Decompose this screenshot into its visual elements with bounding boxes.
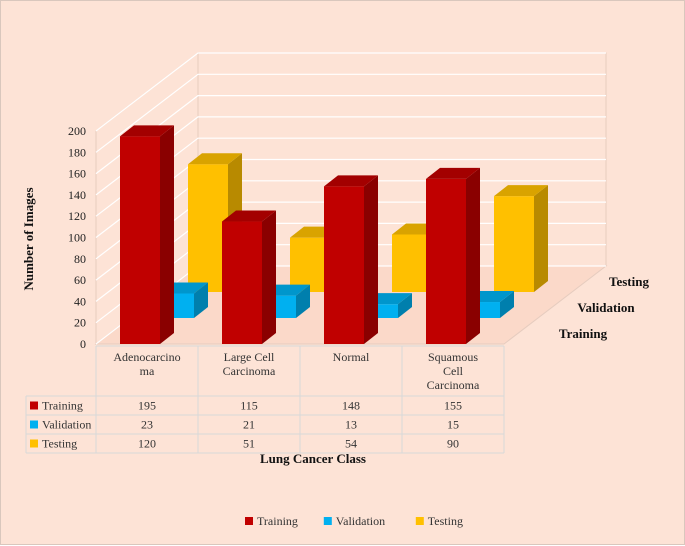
- bar-side: [160, 125, 174, 344]
- depth-label: Testing: [609, 274, 649, 289]
- bar-top: [494, 185, 548, 197]
- depth-label: Training: [559, 326, 608, 341]
- data-label: 115: [240, 399, 258, 413]
- y-tick-label: 140: [68, 188, 86, 202]
- bar-front: [324, 186, 364, 344]
- category-label: Adenocarcino ma: [113, 350, 180, 378]
- data-label: 90: [447, 437, 459, 451]
- bar-front: [222, 221, 262, 344]
- data-label: 148: [342, 399, 360, 413]
- legend-label: Validation: [336, 514, 385, 528]
- bar-top: [426, 167, 480, 179]
- bar-front: [392, 234, 432, 292]
- bar-side: [194, 282, 208, 318]
- series-label: Testing: [42, 437, 77, 451]
- data-label: 155: [444, 399, 462, 413]
- gridline: [95, 73, 606, 153]
- depth-label: Validation: [577, 300, 635, 315]
- data-label: 13: [345, 418, 357, 432]
- y-tick-label: 180: [68, 145, 86, 159]
- bar-front: [188, 164, 228, 292]
- y-tick-label: 100: [68, 231, 86, 245]
- y-axis-title: Number of Images: [21, 187, 36, 290]
- bar-side: [364, 175, 378, 344]
- y-tick-label: 160: [68, 167, 86, 181]
- legend-key: [30, 439, 38, 448]
- category-label: Normal: [333, 350, 370, 364]
- data-label: 21: [243, 418, 255, 432]
- y-tick-label: 60: [74, 273, 86, 287]
- legend-key: [245, 517, 253, 525]
- bar-top: [222, 210, 276, 222]
- bar-front: [494, 196, 534, 292]
- x-axis-title: Lung Cancer Class: [260, 451, 366, 466]
- bar-side: [296, 284, 310, 318]
- bar-side: [534, 185, 548, 292]
- legend-key: [415, 517, 424, 525]
- data-label: 23: [141, 418, 153, 432]
- data-label: 15: [447, 418, 459, 432]
- bar-top: [120, 125, 174, 137]
- gridline: [95, 52, 606, 132]
- bar-front: [120, 136, 160, 344]
- series-label: Validation: [42, 418, 91, 432]
- data-label: 51: [243, 437, 255, 451]
- legend-key: [30, 420, 38, 429]
- bar-top: [188, 153, 242, 165]
- y-tick-label: 20: [74, 316, 86, 330]
- data-label: 54: [345, 437, 357, 451]
- legend-label: Testing: [428, 514, 463, 528]
- y-tick-label: 80: [74, 252, 86, 266]
- series-label: Training: [42, 399, 83, 413]
- y-tick-label: 200: [68, 124, 86, 138]
- bar-side: [262, 210, 276, 344]
- data-label: 120: [138, 437, 156, 451]
- y-tick-label: 120: [68, 209, 86, 223]
- bar-side: [466, 167, 480, 344]
- legend-key: [30, 401, 38, 410]
- bar-front: [290, 237, 330, 292]
- category-label: Squamous Cell Carcinoma: [427, 350, 480, 392]
- bar-front: [426, 178, 466, 344]
- legend-key: [323, 517, 332, 525]
- bar-side: [500, 291, 514, 318]
- bar-top: [324, 175, 378, 187]
- legend-label: Training: [257, 514, 298, 528]
- y-tick-label: 40: [74, 294, 86, 308]
- category-label: Large Cell Carcinoma: [223, 350, 276, 378]
- data-label: 195: [138, 399, 156, 413]
- y-tick-label: 0: [80, 337, 86, 351]
- bar-side: [398, 293, 412, 318]
